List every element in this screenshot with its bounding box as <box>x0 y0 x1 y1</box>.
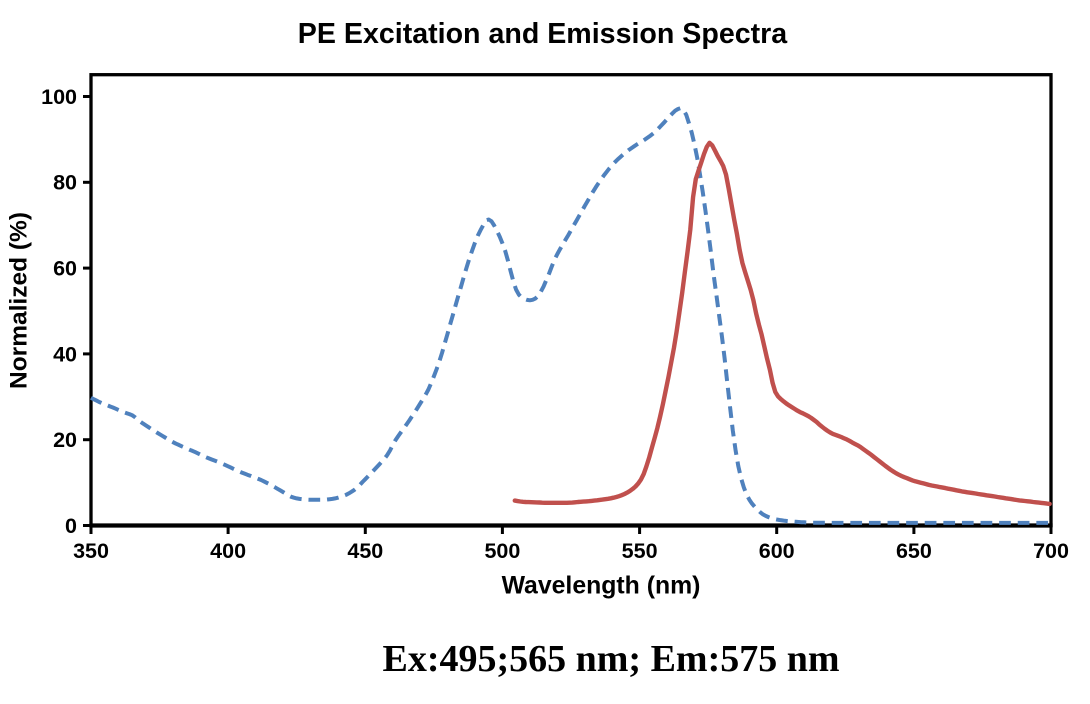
svg-text:100: 100 <box>41 85 77 109</box>
svg-text:60: 60 <box>53 257 77 281</box>
svg-text:Ex:495;565 nm; Em:575 nm: Ex:495;565 nm; Em:575 nm <box>382 638 839 680</box>
svg-text:650: 650 <box>896 539 932 563</box>
svg-text:400: 400 <box>210 539 246 563</box>
svg-text:40: 40 <box>53 342 77 366</box>
svg-text:600: 600 <box>759 539 795 563</box>
svg-text:450: 450 <box>347 539 383 563</box>
svg-text:500: 500 <box>484 539 520 563</box>
svg-text:Wavelength (nm): Wavelength (nm) <box>502 572 701 599</box>
svg-text:0: 0 <box>65 514 77 538</box>
svg-text:80: 80 <box>53 171 77 195</box>
svg-text:550: 550 <box>622 539 658 563</box>
svg-text:350: 350 <box>73 539 109 563</box>
svg-text:700: 700 <box>1033 539 1069 563</box>
svg-text:PE Excitation and Emission Spe: PE Excitation and Emission Spectra <box>298 18 789 50</box>
svg-text:Normalized (%): Normalized (%) <box>6 212 33 389</box>
svg-text:20: 20 <box>53 428 77 452</box>
